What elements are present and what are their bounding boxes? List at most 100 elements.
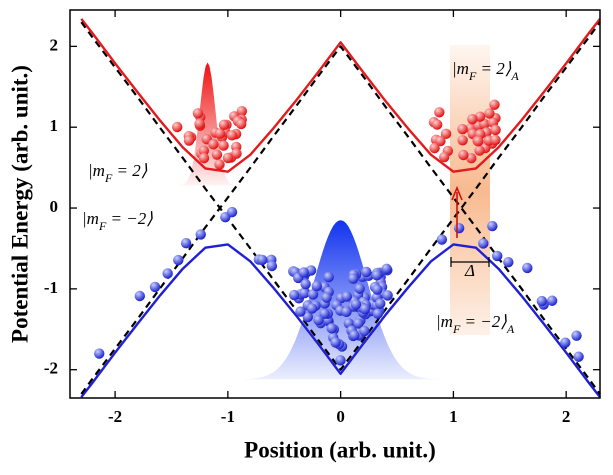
annotation-part: |m bbox=[82, 209, 99, 228]
x-tick-label: 1 bbox=[449, 407, 458, 426]
series-line bbox=[80, 243, 601, 398]
atom bbox=[134, 290, 145, 302]
y-tick-label: -1 bbox=[44, 278, 58, 297]
transition-arrow bbox=[451, 185, 463, 238]
y-tick-label: 2 bbox=[50, 35, 59, 54]
annotation-part: = −2⟩ bbox=[106, 209, 153, 228]
atom bbox=[457, 124, 468, 135]
atom bbox=[266, 260, 278, 272]
atom bbox=[453, 222, 465, 234]
atom bbox=[440, 128, 452, 140]
atom bbox=[361, 266, 372, 278]
atom bbox=[183, 135, 195, 146]
atom bbox=[192, 108, 204, 119]
y-tick-label: 0 bbox=[50, 197, 59, 216]
atom bbox=[573, 351, 584, 362]
atom bbox=[94, 348, 105, 359]
atom bbox=[439, 151, 450, 163]
atom bbox=[208, 139, 219, 150]
atom bbox=[503, 256, 514, 268]
atom bbox=[492, 250, 503, 262]
atom bbox=[490, 124, 501, 136]
atom bbox=[226, 206, 238, 218]
x-tick-label: -1 bbox=[221, 407, 235, 426]
atom bbox=[218, 140, 229, 151]
atom bbox=[375, 298, 386, 309]
annotation-part: F bbox=[104, 171, 113, 185]
atom bbox=[473, 135, 484, 147]
annotation: |mF = 2⟩ bbox=[88, 161, 148, 185]
atom bbox=[431, 119, 443, 130]
atom bbox=[436, 234, 448, 245]
atom bbox=[349, 330, 360, 341]
annotation-part: A bbox=[510, 69, 519, 83]
atom bbox=[354, 283, 365, 294]
annotation-part: F bbox=[98, 219, 107, 233]
atom bbox=[257, 254, 268, 266]
annotation-part: |m bbox=[452, 59, 469, 78]
atom bbox=[341, 291, 353, 302]
x-tick-label: 0 bbox=[336, 407, 345, 426]
atom bbox=[295, 306, 306, 317]
annotation-part: |m bbox=[88, 161, 105, 180]
atom bbox=[311, 280, 322, 292]
annotation: |mF = −2⟩ bbox=[82, 209, 153, 233]
atom bbox=[222, 152, 234, 164]
annotation-part: F bbox=[468, 69, 477, 83]
atom bbox=[323, 271, 334, 283]
atom bbox=[434, 107, 445, 118]
series-line bbox=[80, 45, 601, 395]
atom bbox=[306, 303, 318, 314]
atoms bbox=[94, 99, 584, 366]
annotation-part: = 2⟩ bbox=[476, 59, 511, 78]
atom bbox=[330, 337, 341, 348]
atom bbox=[371, 270, 383, 281]
atom bbox=[522, 262, 533, 274]
atom bbox=[536, 295, 548, 307]
atom bbox=[214, 159, 225, 170]
atom bbox=[218, 119, 230, 131]
atom bbox=[313, 314, 324, 326]
atom bbox=[571, 330, 582, 341]
annotation-part: A bbox=[506, 322, 515, 336]
atom bbox=[298, 267, 309, 278]
atom bbox=[560, 337, 571, 348]
atom bbox=[350, 299, 362, 310]
atom bbox=[359, 303, 371, 315]
atom bbox=[457, 135, 468, 146]
atom bbox=[211, 149, 223, 160]
atom bbox=[546, 295, 558, 306]
annotation-part: = 2⟩ bbox=[112, 161, 147, 180]
atom bbox=[335, 355, 346, 366]
atom bbox=[347, 273, 359, 284]
atom bbox=[353, 318, 364, 329]
atom bbox=[429, 142, 440, 154]
x-tick-label: -2 bbox=[108, 407, 122, 426]
atom bbox=[300, 278, 311, 290]
atom bbox=[484, 108, 495, 119]
wavepacket bbox=[128, 62, 287, 186]
atom bbox=[149, 281, 161, 293]
atom bbox=[307, 289, 319, 300]
atom bbox=[466, 153, 477, 164]
atom bbox=[372, 308, 384, 319]
atom bbox=[214, 128, 226, 139]
plot-frame bbox=[69, 9, 601, 399]
atom bbox=[299, 288, 310, 299]
atom bbox=[321, 292, 332, 303]
annotation: |mF = 2⟩A bbox=[452, 59, 519, 83]
atom bbox=[467, 114, 478, 125]
annotation-part: = −2⟩ bbox=[460, 312, 507, 331]
series-line bbox=[80, 18, 601, 173]
atom bbox=[489, 99, 500, 110]
atom bbox=[195, 229, 206, 240]
atom bbox=[198, 152, 210, 164]
annotation-part: |m bbox=[436, 312, 453, 331]
atom bbox=[359, 325, 370, 337]
atom bbox=[435, 135, 446, 147]
atom bbox=[198, 145, 210, 156]
atom bbox=[226, 130, 238, 141]
y-tick-label: -2 bbox=[44, 359, 58, 378]
atom bbox=[173, 254, 184, 266]
